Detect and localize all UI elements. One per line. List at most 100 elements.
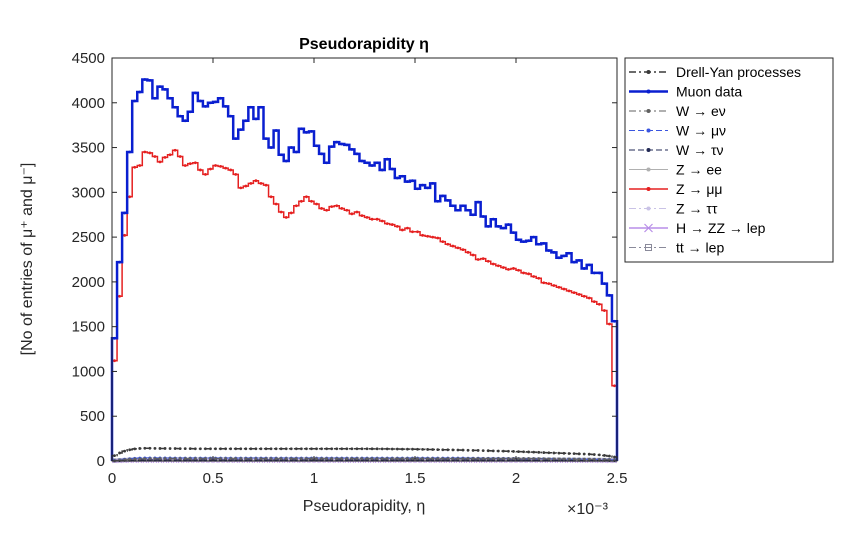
data-point bbox=[481, 457, 485, 460]
data-point bbox=[249, 105, 253, 109]
data-point bbox=[320, 457, 323, 460]
x-tick-label: 1.5 bbox=[405, 470, 426, 487]
data-point bbox=[608, 458, 611, 462]
data-point bbox=[547, 451, 551, 455]
data-point bbox=[259, 105, 263, 109]
data-point bbox=[234, 137, 238, 141]
data-point bbox=[294, 447, 298, 451]
data-point bbox=[355, 152, 359, 156]
data-point bbox=[461, 248, 465, 252]
legend-marker bbox=[644, 223, 653, 233]
data-point bbox=[395, 176, 399, 180]
data-point bbox=[451, 204, 455, 208]
data-point bbox=[294, 150, 298, 154]
data-point bbox=[481, 449, 485, 453]
data-point bbox=[461, 448, 465, 452]
data-point bbox=[446, 242, 450, 246]
data-point bbox=[507, 223, 510, 226]
data-point bbox=[229, 114, 233, 118]
data-point bbox=[552, 457, 556, 461]
data-point bbox=[168, 96, 172, 100]
data-point bbox=[451, 244, 455, 248]
data-point bbox=[522, 457, 525, 460]
data-point bbox=[350, 147, 354, 151]
data-point bbox=[198, 457, 202, 460]
data-point bbox=[380, 219, 384, 223]
data-point bbox=[178, 114, 182, 118]
data-point bbox=[567, 289, 571, 293]
data-point bbox=[395, 224, 399, 228]
series-muon-data bbox=[110, 78, 619, 461]
data-point bbox=[274, 129, 278, 132]
legend-marker bbox=[646, 128, 651, 133]
legend-marker bbox=[646, 109, 651, 113]
legend-item: Muon data bbox=[629, 84, 742, 100]
data-point bbox=[299, 127, 303, 131]
data-point bbox=[158, 447, 162, 450]
data-point bbox=[385, 447, 389, 451]
y-tick-label: 1500 bbox=[72, 319, 105, 336]
data-point bbox=[310, 130, 313, 133]
data-point bbox=[446, 448, 450, 452]
data-point bbox=[294, 204, 298, 208]
data-point bbox=[214, 100, 217, 104]
data-point bbox=[527, 239, 531, 243]
data-point bbox=[289, 457, 293, 460]
data-point bbox=[118, 294, 121, 298]
data-point bbox=[163, 447, 167, 450]
data-point bbox=[198, 447, 202, 451]
data-point bbox=[249, 447, 253, 451]
data-point bbox=[264, 457, 268, 460]
data-point bbox=[254, 117, 258, 121]
data-point bbox=[310, 199, 313, 203]
data-point bbox=[254, 179, 258, 183]
data-point bbox=[153, 96, 157, 100]
data-point bbox=[173, 457, 177, 460]
data-point bbox=[476, 457, 480, 460]
data-point bbox=[370, 457, 374, 460]
data-point bbox=[299, 447, 303, 451]
data-point bbox=[466, 250, 470, 254]
legend-marker bbox=[646, 206, 651, 211]
data-point bbox=[577, 293, 581, 296]
data-point bbox=[613, 384, 616, 388]
legend-item: W → τν bbox=[629, 142, 724, 158]
data-point bbox=[577, 457, 581, 461]
data-point bbox=[284, 447, 288, 451]
data-point bbox=[244, 447, 248, 451]
data-point bbox=[183, 447, 187, 451]
data-point bbox=[259, 181, 263, 185]
data-point bbox=[299, 199, 303, 203]
data-point bbox=[390, 447, 394, 451]
data-point bbox=[279, 153, 283, 157]
data-point bbox=[537, 450, 541, 454]
data-point bbox=[325, 161, 329, 165]
legend-item: W → eν bbox=[629, 103, 726, 119]
data-point bbox=[471, 213, 475, 217]
data-point bbox=[456, 208, 460, 212]
data-point bbox=[385, 157, 389, 161]
data-point bbox=[406, 180, 409, 183]
data-point bbox=[517, 268, 520, 272]
data-point bbox=[305, 195, 308, 199]
data-point bbox=[411, 179, 414, 183]
data-point bbox=[335, 447, 339, 451]
data-point bbox=[461, 457, 465, 460]
data-point bbox=[370, 217, 374, 221]
data-point bbox=[602, 282, 606, 286]
data-point bbox=[587, 457, 591, 461]
data-point bbox=[148, 78, 152, 82]
data-point bbox=[456, 457, 460, 460]
data-point bbox=[395, 447, 399, 451]
data-point bbox=[183, 457, 187, 460]
data-point bbox=[335, 204, 339, 208]
data-point bbox=[613, 319, 616, 323]
data-point bbox=[188, 447, 192, 451]
data-point bbox=[345, 208, 349, 212]
data-point bbox=[577, 452, 581, 456]
data-point bbox=[249, 181, 253, 185]
legend-item: W → μν bbox=[629, 123, 726, 139]
data-point bbox=[421, 233, 424, 237]
legend-item: Z → ee bbox=[629, 162, 722, 178]
data-point bbox=[239, 128, 243, 132]
